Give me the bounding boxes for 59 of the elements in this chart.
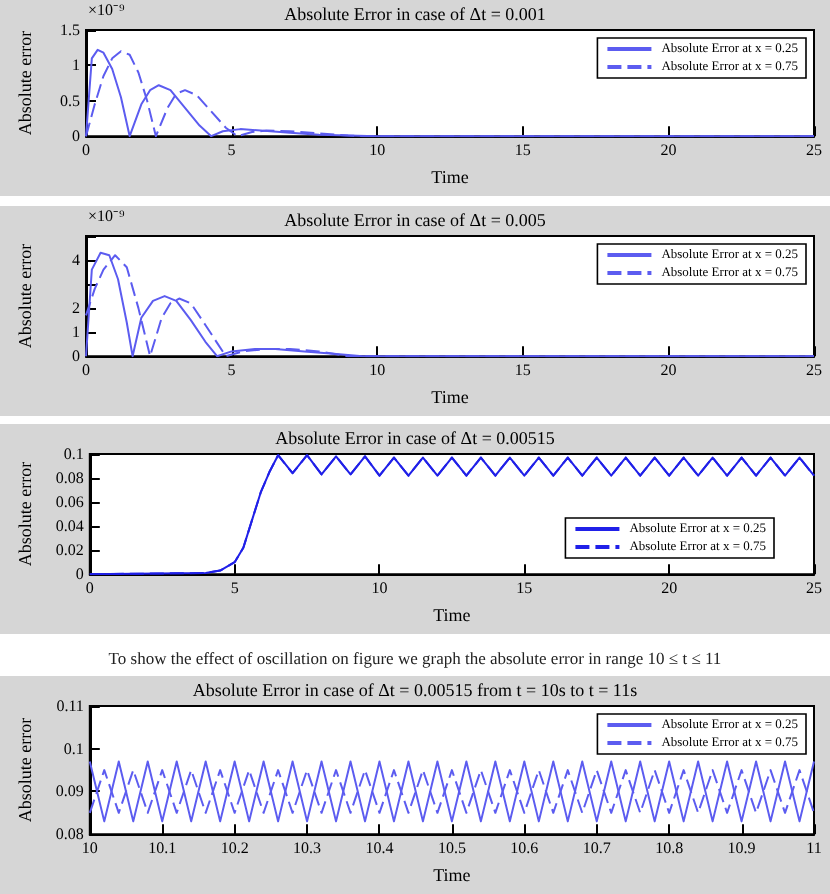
x-tick-label: 25 [806, 579, 822, 598]
x-tick-label: 10 [371, 579, 388, 598]
y-axis-title: Absolute error [15, 30, 35, 136]
y-tick-label: 0.5 [60, 91, 80, 110]
y-tick-label: 0.08 [55, 469, 84, 488]
text: ×10⁻⁹ [88, 207, 126, 225]
x-tick-label: 5 [230, 579, 239, 598]
x-axis-title: Time [433, 865, 471, 885]
x-tick-label: 20 [661, 579, 678, 598]
y-tick-label: 0.09 [55, 782, 84, 801]
x-tick-label: 10.3 [293, 839, 322, 858]
x-axis-title: Time [431, 387, 469, 407]
x-axis-title: Time [431, 167, 469, 187]
x-tick-label: 10.9 [727, 839, 756, 858]
chart-title: Absolute Error in case of Δt = 0.001 [284, 4, 546, 24]
y-tick-label: 0.04 [55, 517, 84, 536]
chart-subtitle: To show the effect of oscillation on figure we graph the absolute error in range 10 ≤ t ≤ 11 [106, 646, 724, 672]
x-tick-label: 10 [369, 361, 386, 380]
x-tick-label: 20 [660, 361, 677, 380]
chart-title: Absolute Error in case of Δt = 0.005 [284, 210, 547, 230]
chart-title: Absolute Error in case of Δt = 0.00515 from t = 10s to t = 11s [192, 680, 639, 700]
x-tick-label: 15 [516, 579, 533, 598]
y-tick-label: 1.5 [60, 21, 80, 39]
x-tick-label: 10 [369, 141, 386, 160]
y-tick-label: 0.11 [56, 697, 84, 715]
x-tick-label: 20 [660, 141, 677, 160]
x-tick-label: 25 [806, 141, 822, 160]
y-tick-label: 1 [72, 323, 80, 342]
y-tick-label: 1 [72, 56, 80, 75]
x-tick-label: 10.2 [220, 839, 249, 858]
y-tick-label: 0.1 [63, 445, 84, 463]
x-tick-label: 11 [806, 839, 822, 858]
y-tick-label: 0.08 [55, 825, 84, 844]
x-tick-label: 10.7 [582, 839, 611, 858]
x-tick-label: 10.5 [437, 839, 466, 858]
x-tick-label: 5 [227, 141, 236, 160]
text: ×10⁻⁹ [88, 1, 126, 19]
y-tick-label: 0.02 [55, 541, 84, 560]
x-tick-label: 10.1 [148, 839, 177, 858]
chart-title: Absolute Error in case of Δt = 0.00515 [275, 428, 556, 448]
x-tick-label: 10 [81, 839, 98, 858]
y-tick-label: 0 [72, 127, 80, 146]
x-axis-title: Time [433, 605, 471, 625]
y-axis-title: Absolute error [15, 243, 35, 349]
y-tick-label: 0.06 [55, 493, 84, 512]
x-tick-label: 5 [227, 361, 236, 380]
y-tick-label: 0.1 [63, 739, 84, 758]
x-tick-label: 15 [514, 141, 531, 160]
y-axis-title: Absolute error [15, 717, 35, 823]
y-tick-label: 0 [72, 347, 80, 366]
x-tick-label: 10.8 [655, 839, 684, 858]
x-tick-label: 10.6 [510, 839, 539, 858]
x-tick-label: 25 [806, 361, 822, 380]
y-tick-label: 0 [75, 565, 84, 584]
x-tick-label: 10.4 [365, 839, 394, 858]
y-axis-title: Absolute error [15, 461, 35, 567]
x-tick-label: 15 [514, 361, 531, 380]
y-tick-label: 4 [72, 251, 80, 270]
y-tick-label: 2 [72, 299, 80, 318]
